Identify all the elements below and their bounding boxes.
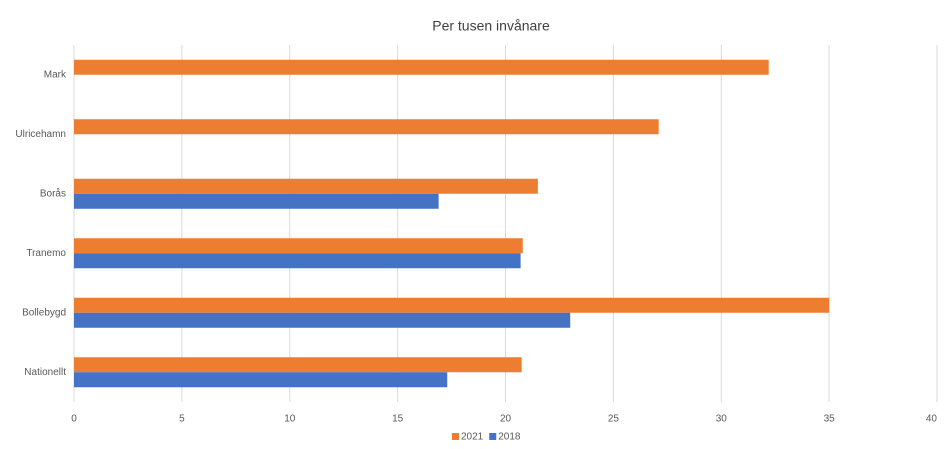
- legend-swatch: [489, 433, 497, 440]
- bar: [74, 372, 448, 388]
- bar: [74, 59, 769, 75]
- bar: [74, 193, 439, 209]
- legend-swatch: [452, 433, 459, 440]
- x-tick-label: 0: [71, 414, 77, 425]
- chart-title: Per tusen invånare: [432, 18, 550, 34]
- x-tick-label: 30: [716, 414, 728, 425]
- bar: [74, 238, 523, 254]
- bar: [74, 357, 522, 373]
- x-tick-label: 5: [179, 414, 185, 425]
- x-tick-label: 20: [500, 414, 512, 425]
- x-tick-label: 10: [284, 414, 296, 425]
- y-tick-label: Borås: [40, 187, 66, 199]
- bar: [74, 312, 571, 328]
- y-tick-label: Mark: [44, 69, 67, 80]
- x-tick-label: 40: [926, 414, 938, 425]
- x-tick-label: 35: [824, 414, 836, 425]
- y-tick-label: Ulricehamn: [15, 129, 66, 140]
- bar: [74, 253, 521, 269]
- bar: [74, 297, 830, 313]
- legend-label: 2018: [498, 432, 521, 443]
- x-tick-label: 15: [392, 414, 404, 425]
- bar: [74, 119, 659, 135]
- y-tick-label: Nationellt: [24, 367, 66, 378]
- legend-label: 2021: [461, 432, 484, 443]
- bar: [74, 178, 538, 194]
- x-tick-label: 25: [608, 414, 620, 425]
- y-tick-label: Tranemo: [26, 248, 66, 259]
- y-tick-label: Bollebygd: [22, 307, 66, 318]
